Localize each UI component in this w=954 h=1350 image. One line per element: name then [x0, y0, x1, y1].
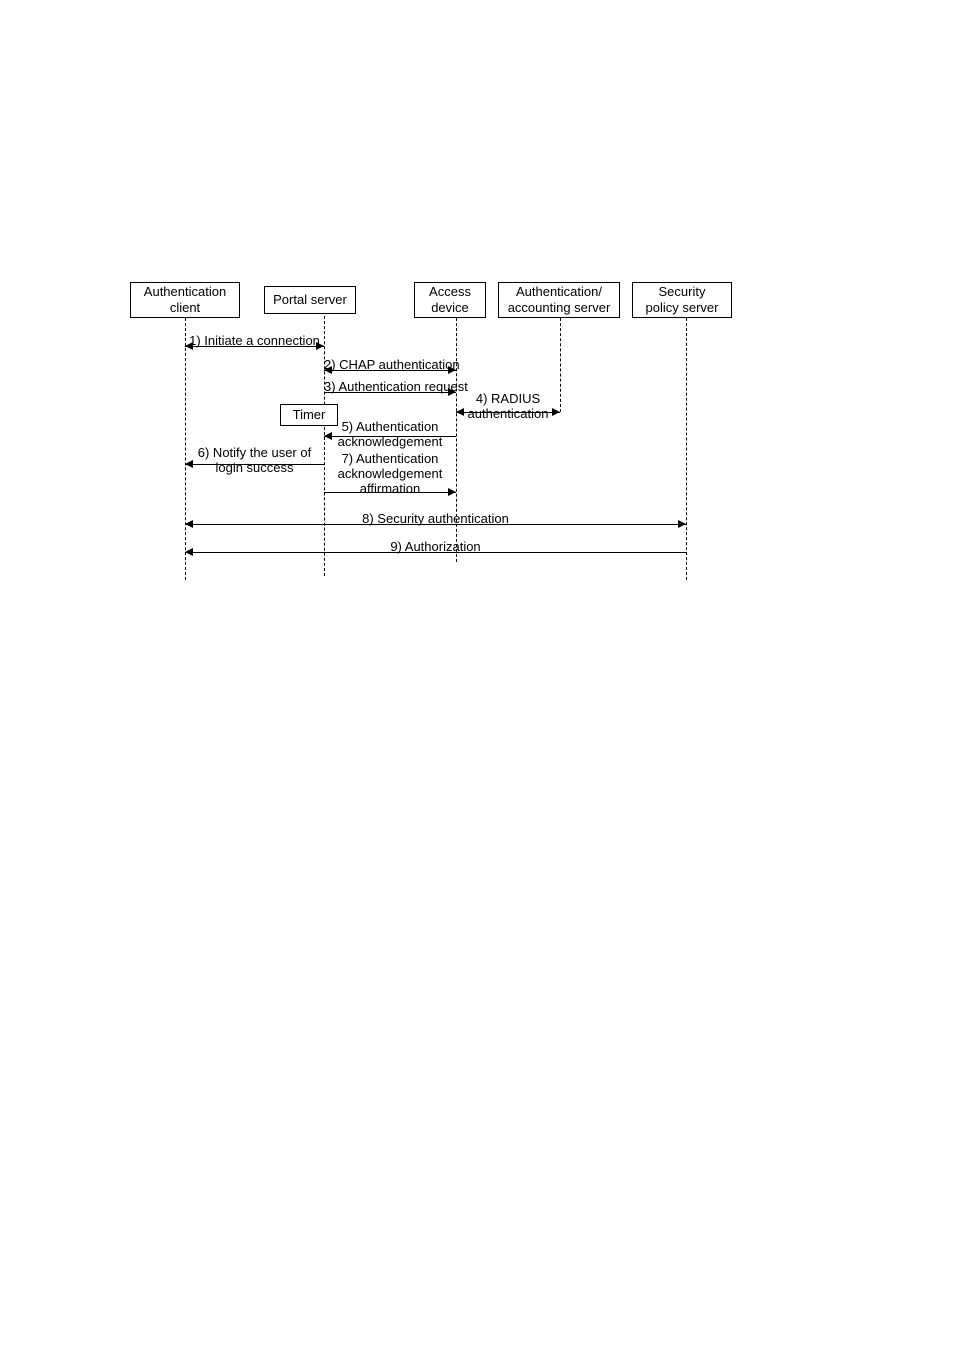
msg-label-m4: 4) RADIUS authentication	[456, 392, 560, 422]
msg-label-m7: 7) Authentication acknowledgement affirm…	[324, 452, 456, 497]
node-access_device: Access device	[414, 282, 486, 318]
node-auth_acct_srv: Authentication/ accounting server	[498, 282, 620, 318]
node-label: Security policy server	[646, 284, 719, 315]
node-label: Authentication/ accounting server	[508, 284, 611, 315]
node-label: Portal server	[273, 292, 347, 308]
msg-text: 3) Authentication request	[324, 379, 468, 394]
msg-label-m9: 9) Authorization	[185, 540, 686, 555]
msg-label-m5: 5) Authentication acknowledgement	[324, 420, 456, 450]
msg-label-m8: 8) Security authentication	[185, 512, 686, 527]
msg-label-m2: 2) CHAP authentication	[324, 358, 456, 373]
msg-text: 1) Initiate a connection	[189, 333, 320, 348]
sequence-diagram: Authentication client Portal server Access…	[0, 0, 954, 1350]
lifeline-sec_policy_srv	[686, 318, 687, 580]
msg-label-m3: 3) Authentication request	[324, 380, 456, 395]
node-auth_client: Authentication client	[130, 282, 240, 318]
msg-text: 6) Notify the user of login success	[198, 445, 311, 475]
node-label: Authentication client	[144, 284, 226, 315]
msg-text: 4) RADIUS authentication	[468, 391, 549, 421]
msg-text: 8) Security authentication	[362, 511, 509, 526]
msg-text: 7) Authentication acknowledgement affirm…	[338, 451, 443, 496]
msg-label-m6: 6) Notify the user of login success	[185, 446, 324, 476]
node-portal_server: Portal server	[264, 286, 356, 314]
node-sec_policy_srv: Security policy server	[632, 282, 732, 318]
lifeline-auth_acct_srv	[560, 318, 561, 412]
msg-text: 9) Authorization	[390, 539, 480, 554]
msg-text: 5) Authentication acknowledgement	[338, 419, 443, 449]
msg-label-m1: 1) Initiate a connection	[185, 334, 324, 349]
node-label: Access device	[429, 284, 471, 315]
msg-text: 2) CHAP authentication	[324, 357, 460, 372]
node-label: Timer	[293, 407, 326, 423]
